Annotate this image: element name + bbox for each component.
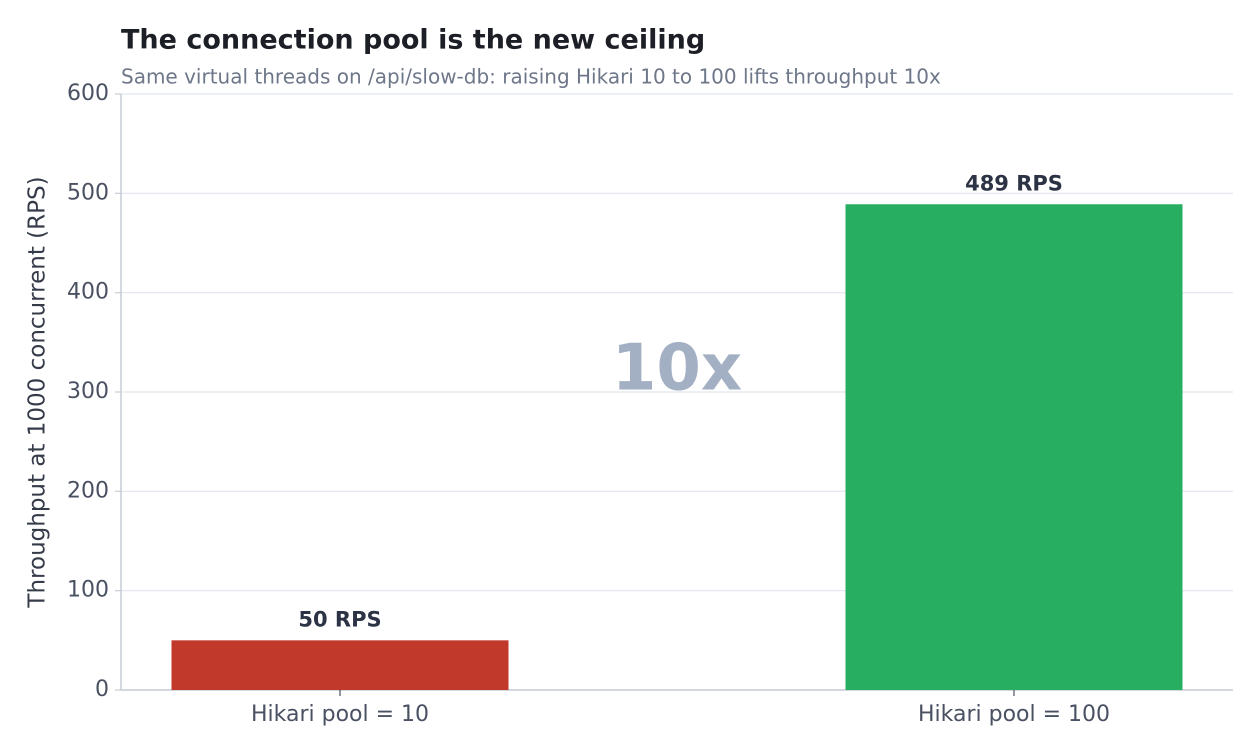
y-tick-label: 200 [67,478,109,503]
annotation: 10x [612,332,742,406]
x-tick-label: Hikari pool = 100 [918,702,1110,727]
value-label: 489 RPS [965,171,1063,195]
x-tick-label: Hikari pool = 10 [251,702,429,727]
y-tick-label: 0 [95,677,109,702]
y-tick-label: 100 [67,578,109,603]
bar [171,640,509,690]
y-tick-label: 600 [67,81,109,106]
value-label: 50 RPS [298,607,381,631]
y-axis-label: Throughput at 1000 concurrent (RPS) [25,176,51,608]
bar [845,204,1183,690]
y-tick-label: 300 [67,379,109,404]
chart-title: The connection pool is the new ceiling [121,25,705,56]
y-tick-label: 500 [67,180,109,205]
y-tick-label: 400 [67,280,109,305]
chart-subtitle: Same virtual threads on /api/slow-db: ra… [121,65,941,89]
